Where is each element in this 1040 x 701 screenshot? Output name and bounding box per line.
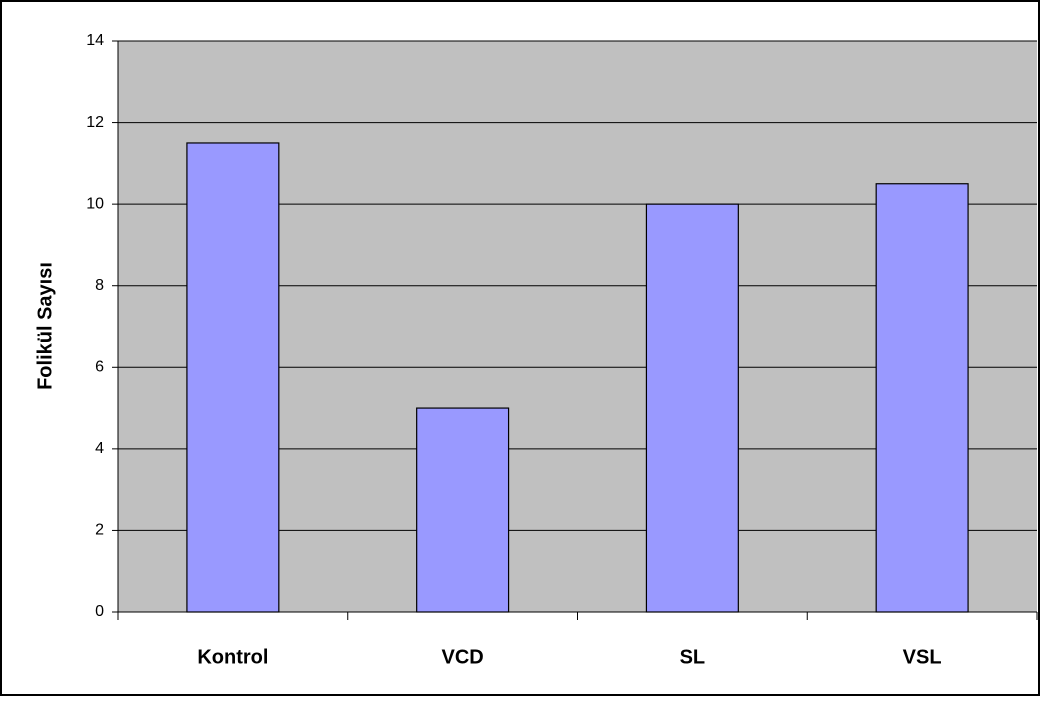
y-tick-label: 6 xyxy=(95,359,104,376)
y-tick-label: 8 xyxy=(95,277,104,294)
x-tick-label: SL xyxy=(680,646,706,668)
bar xyxy=(186,142,280,613)
y-axis-label: Folikül Sayısı xyxy=(34,262,56,390)
y-tick-label: 10 xyxy=(86,195,104,212)
x-tick-label: VSL xyxy=(903,646,942,668)
y-tick-label: 4 xyxy=(95,440,104,457)
x-tick-label: Kontrol xyxy=(197,646,268,668)
y-tick-label: 12 xyxy=(86,114,104,131)
bar xyxy=(875,183,969,613)
bar xyxy=(416,407,510,613)
bar xyxy=(645,203,739,613)
x-tick-label: VCD xyxy=(442,646,484,668)
y-tick-label: 14 xyxy=(86,32,104,49)
y-tick-label: 2 xyxy=(95,522,104,539)
y-tick-label: 0 xyxy=(95,603,104,620)
